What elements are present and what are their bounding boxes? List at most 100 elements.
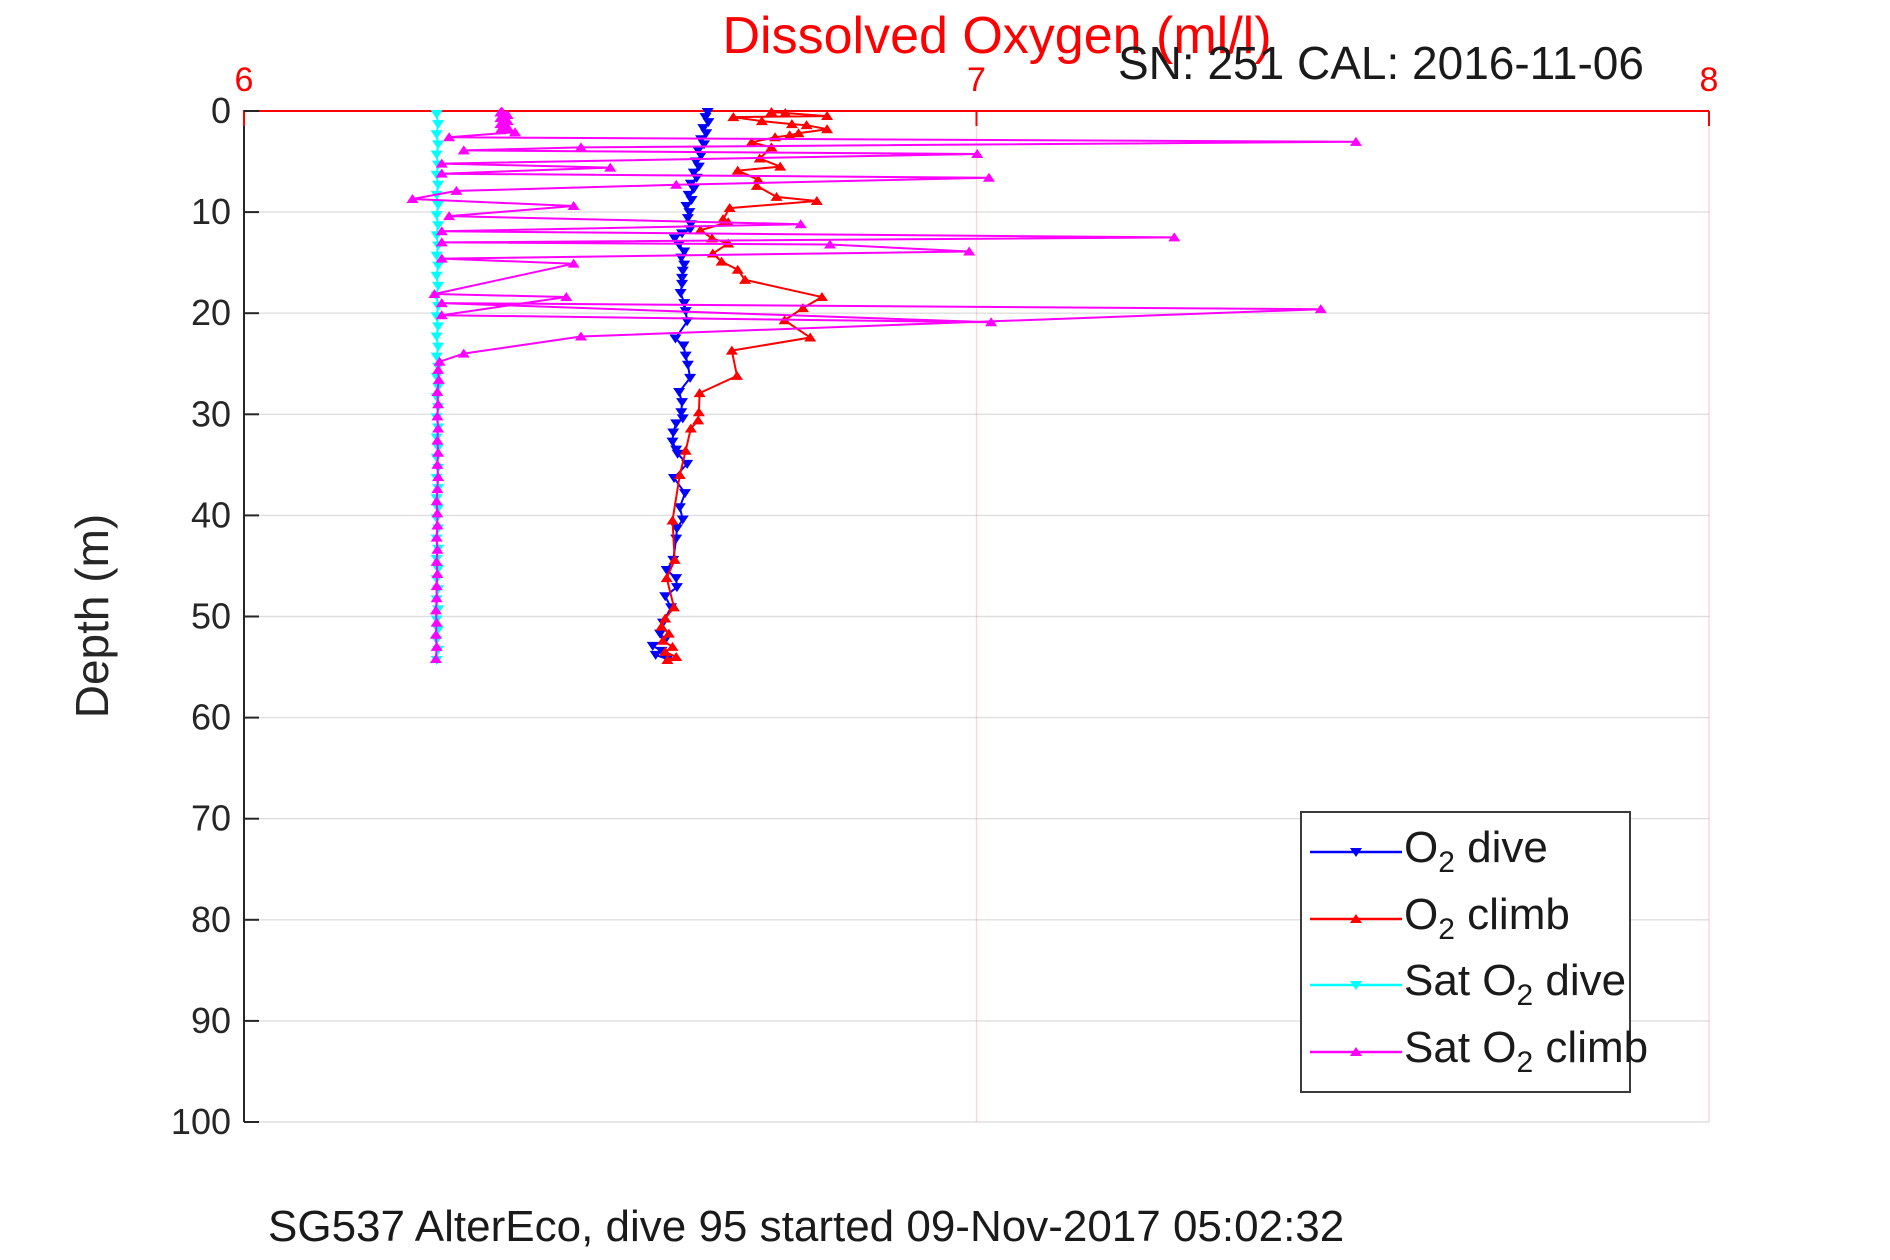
marker-triangle-up xyxy=(435,168,448,178)
marker-triangle-up xyxy=(430,496,443,506)
marker-triangle-up xyxy=(693,388,706,398)
marker-triangle-up xyxy=(430,532,443,542)
marker-triangle-down xyxy=(670,534,683,544)
marker-triangle-up xyxy=(794,219,807,229)
marker-triangle-up xyxy=(501,116,514,126)
marker-triangle-down xyxy=(649,650,662,660)
marker-triangle-up xyxy=(560,292,573,302)
marker-triangle-down xyxy=(702,118,715,128)
marker-triangle-down xyxy=(674,288,687,298)
marker-triangle-up xyxy=(429,653,442,663)
legend-label-o2-dive: O2 dive xyxy=(1404,823,1548,880)
marker-triangle-down xyxy=(430,372,443,382)
marker-triangle-up xyxy=(431,411,444,421)
marker-triangle-down xyxy=(432,342,445,352)
marker-triangle-up xyxy=(431,484,444,494)
legend-label-sat-o2-dive: Sat O2 dive xyxy=(1404,956,1627,1013)
legend-item-o2-climb: O2 climb xyxy=(1302,887,1629,951)
marker-triangle-up xyxy=(431,520,444,530)
marker-triangle-up xyxy=(660,573,673,583)
marker-triangle-down xyxy=(673,503,686,513)
marker-triangle-up xyxy=(745,137,758,147)
marker-triangle-up xyxy=(796,303,809,313)
marker-triangle-up xyxy=(494,119,507,129)
marker-triangle-up xyxy=(725,345,738,355)
y-tick-label: 40 xyxy=(191,494,231,535)
series-line-sat-o2-climb xyxy=(412,110,1356,660)
marker-triangle-down xyxy=(430,352,443,362)
marker-triangle-up xyxy=(694,225,707,235)
marker-triangle-up xyxy=(501,122,514,132)
marker-triangle-down xyxy=(698,140,711,150)
marker-triangle-down xyxy=(695,151,708,161)
marker-triangle-down xyxy=(687,168,700,178)
marker-triangle-down xyxy=(430,251,443,261)
marker-triangle-up xyxy=(406,193,419,203)
marker-triangle-up xyxy=(430,593,443,603)
marker-triangle-up xyxy=(667,602,680,612)
marker-triangle-down xyxy=(659,592,672,602)
series-line-o2-dive xyxy=(650,111,710,660)
marker-triangle-down xyxy=(681,459,694,469)
marker-triangle-up xyxy=(435,226,448,236)
marker-triangle-down xyxy=(432,261,445,271)
y-tick-label: 100 xyxy=(171,1101,231,1142)
marker-triangle-down xyxy=(670,419,683,429)
marker-triangle-up xyxy=(750,180,763,190)
marker-triangle-up xyxy=(567,258,580,268)
marker-triangle-up xyxy=(785,119,798,129)
x-tick-label: 6 xyxy=(235,61,254,99)
y-tick-label: 50 xyxy=(191,596,231,637)
marker-triangle-up xyxy=(692,407,705,417)
marker-triangle-up xyxy=(494,125,507,135)
y-axis-label: Depth (m) xyxy=(66,513,118,719)
legend-marker-o2-climb xyxy=(1310,913,1402,923)
marker-triangle-up xyxy=(985,317,998,327)
marker-triangle-down xyxy=(667,428,680,438)
marker-triangle-down xyxy=(678,489,691,499)
marker-triangle-down xyxy=(681,214,694,224)
legend-label-sat-o2-climb: Sat O2 climb xyxy=(1404,1022,1649,1079)
marker-triangle-down xyxy=(670,583,683,593)
marker-triangle-up xyxy=(821,111,834,121)
marker-triangle-down xyxy=(700,129,713,139)
marker-triangle-up xyxy=(435,237,448,247)
y-tick-label: 0 xyxy=(211,90,231,131)
marker-triangle-up xyxy=(429,605,442,615)
marker-triangle-down xyxy=(681,317,694,327)
marker-triangle-down xyxy=(678,299,691,309)
legend: O2 dive O2 climb Sat O2 dive Sat O2 clim… xyxy=(1300,811,1648,1093)
marker-triangle-up xyxy=(431,569,444,579)
marker-triangle-down xyxy=(679,351,692,361)
marker-triangle-down xyxy=(654,629,667,639)
marker-triangle-up xyxy=(429,629,442,639)
chart-subtitle: SN: 251 CAL: 2016-11-06 xyxy=(1118,37,1644,89)
marker-triangle-down xyxy=(432,120,445,130)
marker-triangle-up xyxy=(435,310,448,320)
marker-triangle-up xyxy=(495,106,508,116)
marker-triangle-up xyxy=(430,581,443,591)
marker-triangle-down xyxy=(432,504,445,514)
marker-triangle-down xyxy=(430,150,443,160)
marker-triangle-up xyxy=(722,238,735,248)
marker-triangle-up xyxy=(604,162,617,172)
marker-triangle-down xyxy=(430,110,443,120)
marker-triangle-down xyxy=(660,565,673,575)
y-tick-label: 10 xyxy=(191,191,231,232)
marker-triangle-up xyxy=(1349,136,1362,146)
y-tick-label: 90 xyxy=(191,1000,231,1041)
marker-triangle-down xyxy=(668,234,681,244)
marker-triangle-up xyxy=(670,179,683,189)
marker-triangle-down xyxy=(673,388,686,398)
marker-triangle-down xyxy=(699,113,712,123)
marker-triangle-down xyxy=(676,515,689,525)
marker-triangle-down xyxy=(687,184,700,194)
marker-triangle-up xyxy=(430,556,443,566)
legend-marker-o2-dive xyxy=(1310,848,1402,858)
marker-triangle-down xyxy=(430,130,443,140)
marker-triangle-up xyxy=(982,172,995,182)
marker-triangle-down xyxy=(432,564,445,574)
y-tick-label: 20 xyxy=(191,292,231,333)
